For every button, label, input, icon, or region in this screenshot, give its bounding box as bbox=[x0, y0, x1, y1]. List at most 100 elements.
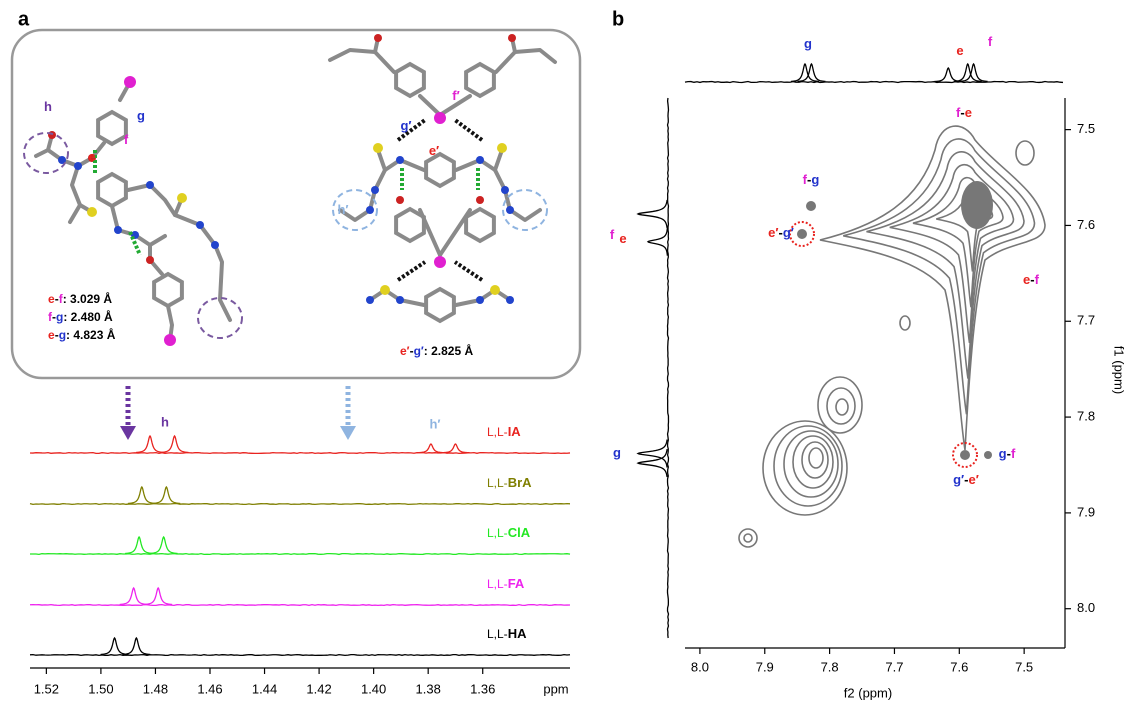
atom bbox=[48, 131, 56, 139]
spectrum-peak bbox=[161, 436, 189, 452]
projection-peak bbox=[797, 64, 825, 81]
peak-label: g bbox=[804, 36, 812, 51]
spectrum-peak bbox=[152, 487, 180, 503]
cross-peak-label: e′-g′ bbox=[768, 225, 794, 240]
legend-label: L,L-HA bbox=[487, 626, 527, 641]
atom-label: g bbox=[137, 108, 145, 123]
peak-label: g bbox=[613, 445, 621, 460]
spectrum-peak bbox=[120, 588, 148, 604]
atom bbox=[501, 186, 509, 194]
projection-peak bbox=[648, 228, 667, 256]
cross-peak-label: f-g bbox=[803, 172, 820, 187]
ring bbox=[154, 274, 182, 306]
bond bbox=[496, 50, 555, 72]
annotation: h′ bbox=[429, 416, 440, 431]
spectrum-peak bbox=[144, 588, 172, 604]
arrow-head bbox=[340, 426, 356, 440]
spectrum-baseline bbox=[30, 554, 570, 555]
x-axis-label: ppm bbox=[543, 681, 568, 696]
ring bbox=[466, 64, 494, 96]
distance-label: e-g: 4.823 Å bbox=[48, 327, 116, 342]
peak-label: f bbox=[988, 34, 993, 49]
x-tick-label: 1.44 bbox=[252, 681, 277, 696]
atom bbox=[366, 206, 374, 214]
atom bbox=[114, 226, 122, 234]
spectrum-peak bbox=[122, 638, 150, 654]
legend-label: L,L-BrA bbox=[487, 475, 532, 490]
atom-label: e bbox=[88, 149, 95, 164]
ring bbox=[396, 64, 424, 96]
atom-label: f bbox=[124, 132, 129, 147]
atom-label: h′ bbox=[337, 202, 348, 217]
bond bbox=[150, 236, 165, 245]
legend-label: L,L-ClA bbox=[487, 525, 531, 540]
page: {"panel_labels":["a","b"], "structure_la… bbox=[0, 0, 1131, 706]
cross-peak-label: f-e bbox=[956, 105, 972, 120]
atom-label: g′ bbox=[400, 118, 411, 133]
x-tick-label: 1.48 bbox=[143, 681, 168, 696]
projection-peak bbox=[638, 439, 667, 467]
atom bbox=[87, 207, 97, 217]
atom bbox=[434, 256, 446, 268]
spectrum-peak bbox=[136, 436, 164, 452]
x-tick-label: 7.7 bbox=[885, 659, 903, 674]
x-tick-label: 1.42 bbox=[306, 681, 331, 696]
projection-peak bbox=[791, 64, 819, 81]
atom bbox=[434, 112, 446, 124]
atom bbox=[74, 162, 82, 170]
atom bbox=[211, 241, 219, 249]
ring bbox=[466, 209, 494, 241]
distance-label: e-f: 3.029 Å bbox=[48, 291, 112, 306]
y-tick-label: 7.5 bbox=[1077, 121, 1095, 136]
y-axis-label: f1 (ppm) bbox=[1112, 346, 1127, 394]
atom bbox=[497, 143, 507, 153]
bond bbox=[378, 150, 385, 170]
bond bbox=[330, 50, 394, 72]
projection-peak bbox=[934, 68, 962, 82]
atom-label: e′ bbox=[429, 143, 439, 158]
y-tick-label: 7.7 bbox=[1077, 313, 1095, 328]
bond bbox=[36, 150, 78, 166]
atom bbox=[490, 285, 500, 295]
atom bbox=[164, 334, 176, 346]
atom bbox=[124, 76, 136, 88]
y-tick-label: 7.9 bbox=[1077, 504, 1095, 519]
x-tick-label: 7.6 bbox=[950, 659, 968, 674]
cross-peak-label: g′-e′ bbox=[953, 472, 979, 487]
atom bbox=[196, 221, 204, 229]
spectrum-baseline bbox=[30, 453, 570, 454]
spectrum-peak bbox=[417, 444, 445, 453]
cross-peak-label: e-f bbox=[1023, 272, 1040, 287]
projection-baseline bbox=[668, 98, 669, 638]
atom bbox=[476, 156, 484, 164]
peak-label: f bbox=[610, 227, 615, 242]
atom-label: f′ bbox=[452, 88, 459, 103]
ring bbox=[426, 289, 454, 321]
spectrum-baseline bbox=[30, 504, 570, 505]
x-tick-label: 7.5 bbox=[1015, 659, 1033, 674]
y-tick-label: 7.8 bbox=[1077, 409, 1095, 424]
h-bond bbox=[455, 120, 482, 140]
ring bbox=[426, 154, 454, 186]
spectrum-peak bbox=[441, 444, 469, 453]
atom bbox=[396, 156, 404, 164]
atom bbox=[373, 143, 383, 153]
atom bbox=[177, 193, 187, 203]
cross-peak-label: g-f bbox=[999, 446, 1016, 461]
peak-label: e bbox=[619, 231, 626, 246]
atom bbox=[396, 196, 404, 204]
y-tick-label: 8.0 bbox=[1077, 600, 1095, 615]
x-tick-label: 7.9 bbox=[756, 659, 774, 674]
distance-label: e′-g′: 2.825 Å bbox=[400, 343, 473, 358]
distance-label: f-g: 2.480 Å bbox=[48, 309, 113, 324]
atom bbox=[380, 285, 390, 295]
legend-label: L,L-IA bbox=[487, 424, 521, 439]
legend-label: L,L-FA bbox=[487, 576, 525, 591]
x-tick-label: 1.50 bbox=[88, 681, 113, 696]
arrow-head bbox=[120, 426, 136, 440]
h-bond bbox=[455, 262, 482, 280]
h-bond bbox=[398, 262, 425, 280]
annotation: h bbox=[161, 414, 169, 429]
spectrum-baseline bbox=[30, 605, 570, 606]
x-tick-label: 1.52 bbox=[34, 681, 59, 696]
